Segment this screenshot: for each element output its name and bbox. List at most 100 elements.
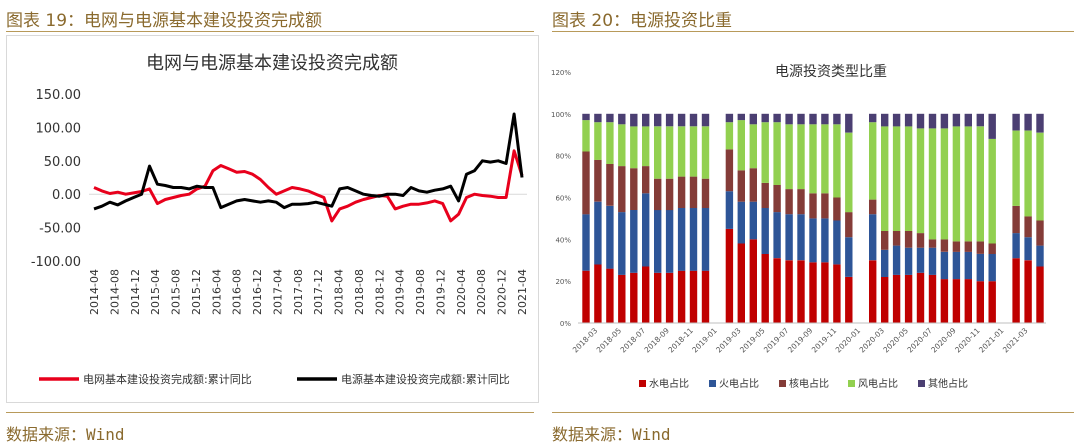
x-tick-label: 2019-11 (810, 326, 839, 355)
bar-segment (630, 168, 638, 210)
bar-segment (677, 113, 686, 127)
figure-20-title: 图表 20：电源投资比重 (552, 11, 733, 31)
bar-segment (773, 184, 781, 213)
y-tick-label: 40% (555, 236, 571, 244)
bar-chart-title: 电源投资类型比重 (775, 64, 887, 80)
bar-segment (1036, 113, 1044, 133)
bar-segment (952, 113, 961, 127)
bar-segment (797, 214, 805, 261)
bar-segment (845, 212, 853, 238)
bar-segment (881, 277, 889, 323)
bar-segment (1012, 233, 1020, 259)
bar-segment (833, 113, 841, 125)
bar-segment (869, 214, 877, 261)
bar-segment (964, 251, 972, 280)
bar-segment (677, 176, 686, 208)
bar-segment (582, 113, 590, 121)
bar-segment (845, 277, 853, 323)
bar-segment (845, 113, 853, 133)
y-tick-label: 120% (551, 69, 571, 77)
source-rule-right (552, 412, 1074, 413)
x-tick-label: 2018-11 (666, 326, 695, 355)
x-tick-label: 2020-09 (929, 326, 958, 355)
bar-segment (630, 210, 638, 273)
bar-segment (749, 239, 757, 323)
bar-segment (618, 113, 626, 125)
bar-segment (642, 266, 650, 323)
bar-segment (809, 113, 817, 125)
bar-segment (606, 268, 614, 323)
bar-segment (1012, 205, 1020, 234)
bar-segment (1024, 237, 1032, 261)
bar-segment (606, 205, 614, 269)
bar-segment (821, 124, 829, 194)
bar-segment (976, 113, 984, 127)
bar-segment (689, 113, 698, 127)
bar-segment (809, 218, 817, 263)
bar-segment (773, 258, 781, 323)
bar-segment (665, 178, 674, 211)
bar-segment (809, 124, 817, 194)
legend-swatch (918, 380, 925, 387)
bar-segment (773, 212, 781, 259)
bar-segment (952, 251, 961, 280)
bar-segment (749, 113, 757, 125)
legend-label: 其他占比 (928, 377, 968, 390)
source-left: 数据来源：Wind (6, 425, 125, 444)
legend-label-grid: 电网基本建设投资完成额:累计同比 (83, 372, 252, 386)
bar-segment (761, 122, 769, 183)
bar-segment (892, 231, 901, 246)
bar-segment (928, 239, 937, 248)
bar-segment (1012, 113, 1020, 131)
bar-segment (665, 272, 674, 323)
source-right: 数据来源：Wind (552, 425, 671, 444)
bar-segment (582, 151, 590, 215)
bar-chart-svg: 电源投资类型比重0%20%40%60%80%100%120%2018-03201… (551, 64, 1046, 390)
bar-segment (797, 260, 805, 324)
bar-segment (665, 210, 674, 273)
bar-segment (725, 149, 734, 192)
x-tick-label: 2018-07 (619, 326, 648, 355)
x-tick-label: 2018-03 (571, 326, 600, 355)
bar-segment (892, 274, 901, 323)
x-tick-label: 2020-04 (455, 269, 468, 315)
x-tick-label: 2015-04 (149, 269, 162, 315)
bar-segment (618, 274, 626, 323)
bar-segment (654, 113, 662, 127)
legend-label-power: 电源基本建设投资完成额:累计同比 (341, 372, 510, 386)
x-tick-label: 2019-01 (690, 326, 719, 355)
bar-segment (689, 176, 698, 208)
x-tick-label: 2019-03 (714, 326, 743, 355)
bar-segment (1036, 132, 1044, 221)
x-tick-label: 2019-08 (414, 269, 427, 315)
bar-segment (1036, 220, 1044, 246)
bar-segment (809, 193, 817, 219)
bar-segment (821, 262, 829, 323)
bar-segment (988, 243, 996, 254)
x-tick-label: 2018-08 (353, 269, 366, 315)
bar-segment (773, 113, 781, 123)
bar-segment (773, 122, 781, 185)
bar-segment (797, 189, 805, 215)
bar-segment (892, 126, 901, 231)
bar-segment (797, 113, 805, 125)
title-rule-left (6, 31, 534, 32)
line-chart-title: 电网与电源基本建设投资完成额 (146, 53, 398, 74)
y-tick-label: -50.00 (39, 222, 81, 237)
bar-segment (928, 128, 937, 240)
bar-segment (582, 120, 590, 152)
bar-segment (749, 124, 757, 169)
x-tick-label: 2017-08 (292, 269, 305, 315)
bar-segment (904, 231, 913, 248)
bar-segment (701, 126, 710, 179)
legend-swatch (779, 380, 786, 387)
y-tick-label: -100.00 (31, 255, 81, 270)
bar-segment (940, 113, 949, 129)
bar-segment (1012, 130, 1020, 206)
bar-segment (988, 254, 996, 282)
bar-segment (642, 193, 650, 267)
bar-segment (821, 193, 829, 219)
x-tick-label: 2020-08 (475, 269, 488, 315)
x-tick-label: 2017-12 (312, 269, 325, 315)
title-rule-right (552, 31, 1074, 32)
